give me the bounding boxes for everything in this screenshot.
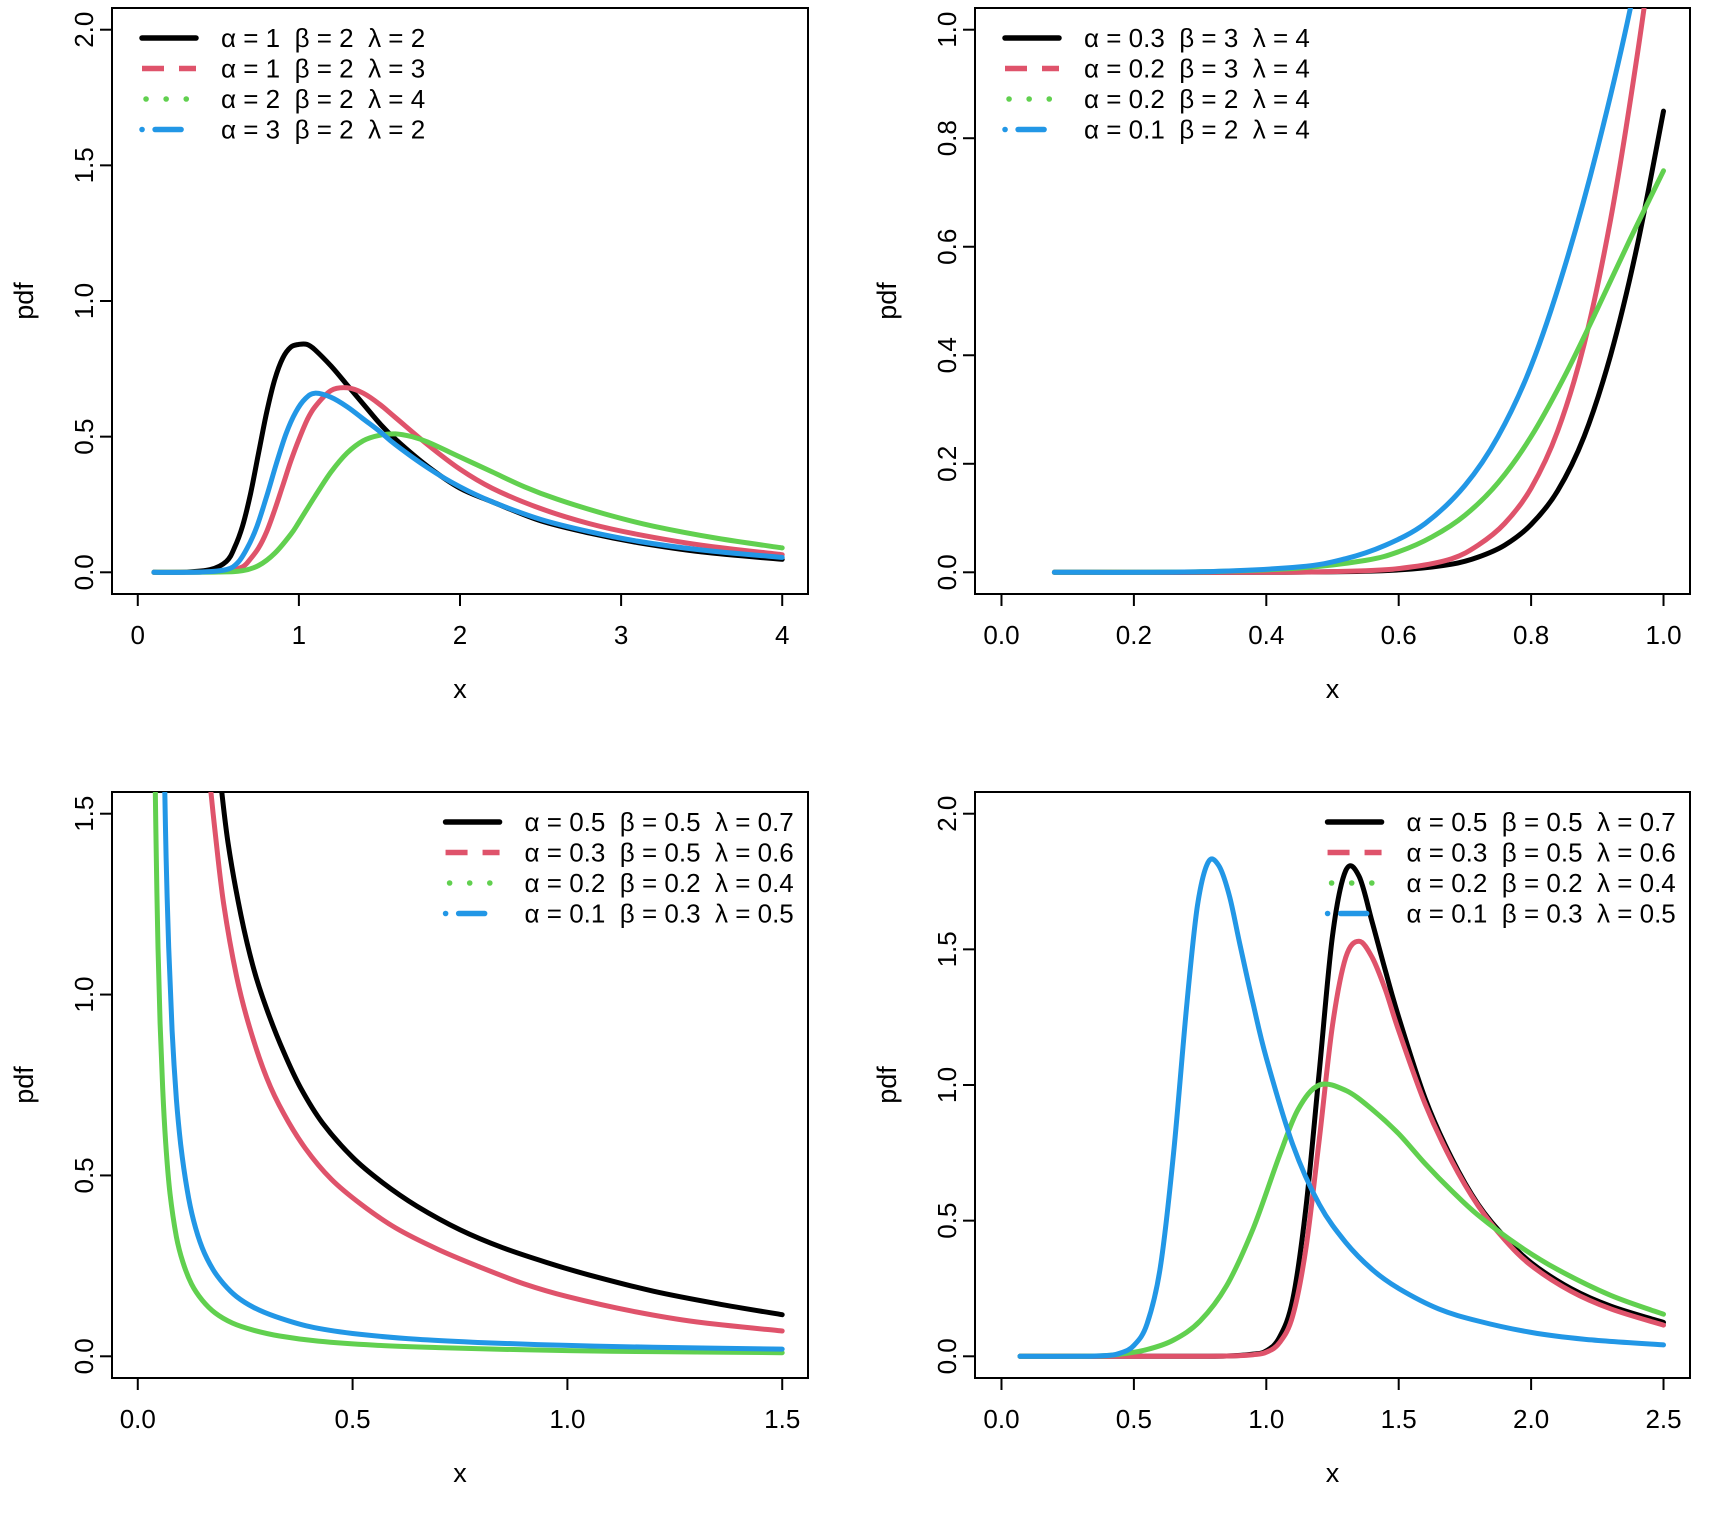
y-axis-tick-label: 1.0 <box>69 283 99 319</box>
y-axis-tick-label: 1.0 <box>932 12 962 48</box>
pdf-curve <box>1051 168 1666 575</box>
pdf-curve <box>152 792 785 1356</box>
x-axis-title: x <box>453 674 467 704</box>
x-axis-tick-label: 1.0 <box>549 1404 585 1434</box>
legend-item-label: α = 0.2 β = 3 λ = 4 <box>1084 54 1310 84</box>
x-axis-tick-label: 1.5 <box>1381 1404 1417 1434</box>
x-axis-tick-label: 2.5 <box>1645 1404 1681 1434</box>
plot-panel-top-right: 0.0 0.2 0.4 0.6 0.8 1.0 0.0 0.2 0.4 0.6 0.8 1.0 x pdf… <box>872 7 1691 704</box>
x-axis-tick-label: 2.0 <box>1513 1404 1549 1434</box>
x-axis-tick-label: 1.0 <box>1248 1404 1284 1434</box>
legend-item-label: α = 1 β = 2 λ = 2 <box>221 23 425 53</box>
pdf-curve <box>1017 863 1666 1359</box>
y-axis-tick-label: 0.4 <box>932 337 962 373</box>
legend-item-label: α = 0.1 β = 2 λ = 4 <box>1084 115 1310 145</box>
pdf-curve <box>151 431 785 575</box>
plot-panel-bottom-left: 0.0 0.5 1.0 1.5 0.0 0.5 1.0 1.5 x pdf α = 0.5 β = … <box>9 791 809 1488</box>
y-axis-title: pdf <box>9 1066 39 1104</box>
y-axis-title: pdf <box>872 282 902 320</box>
curves-group <box>1017 856 1666 1359</box>
y-axis-tick-label: 0.8 <box>932 120 962 156</box>
x-axis-tick-label: 0.0 <box>120 1404 156 1434</box>
x-axis-tick-label: 4 <box>775 620 789 650</box>
x-axis-tick-label: 2 <box>453 620 467 650</box>
legend-item-label: α = 2 β = 2 λ = 4 <box>221 84 425 114</box>
legend-item-label: α = 0.1 β = 0.3 λ = 0.5 <box>525 899 794 929</box>
x-axis-tick-label: 0.0 <box>983 1404 1019 1434</box>
legend-item-label: α = 0.3 β = 3 λ = 4 <box>1084 23 1310 53</box>
y-axis-tick-label: 0.0 <box>69 554 99 590</box>
y-axis-tick-label: 0.5 <box>69 419 99 455</box>
legend-item-label: α = 0.2 β = 0.2 λ = 0.4 <box>1407 868 1676 898</box>
y-axis-tick-label: 0.0 <box>932 1338 962 1374</box>
legend-item-label: α = 1 β = 2 λ = 3 <box>221 54 425 84</box>
pdf-curve <box>1051 8 1647 575</box>
pdf-curve <box>162 792 785 1352</box>
y-axis-tick-label: 1.5 <box>932 931 962 967</box>
legend: α = 0.5 β = 0.5 λ = 0.7α = 0.3 β = 0.5 λ… <box>442 807 794 929</box>
y-axis-tick-label: 1.5 <box>69 796 99 832</box>
x-axis-tick-label: 0.5 <box>1116 1404 1152 1434</box>
plot-panel-bottom-right: 0.0 0.5 1.0 1.5 2.0 2.5 0.0 0.5 1.0 1.5 2.0 x pdf α =… <box>872 791 1691 1488</box>
y-axis-tick-label: 0.5 <box>69 1157 99 1193</box>
y-axis-tick-label: 0.0 <box>69 1338 99 1374</box>
plot-frame <box>111 7 809 595</box>
plot-frame <box>111 791 809 1379</box>
x-axis-tick-label: 1.5 <box>764 1404 800 1434</box>
x-axis-tick-label: 0.6 <box>1381 620 1417 650</box>
y-axis-tick-label: 1.5 <box>69 147 99 183</box>
x-axis-tick-label: 0.2 <box>1116 620 1152 650</box>
pdf-curve <box>151 390 785 575</box>
pdf-curve <box>1051 108 1666 575</box>
y-axis-title: pdf <box>9 282 39 320</box>
legend: α = 0.3 β = 3 λ = 4α = 0.2 β = 3 λ = 4α … <box>1002 23 1310 145</box>
x-axis-tick-label: 0.5 <box>335 1404 371 1434</box>
x-axis-title: x <box>1326 674 1340 704</box>
legend: α = 1 β = 2 λ = 2α = 1 β = 2 λ = 3α = 2 … <box>139 23 425 145</box>
pdf-curve <box>1017 856 1666 1359</box>
x-axis-tick-label: 3 <box>614 620 628 650</box>
legend-item-label: α = 0.3 β = 0.5 λ = 0.6 <box>525 838 794 868</box>
y-axis-tick-label: 1.0 <box>69 976 99 1012</box>
y-axis-title: pdf <box>872 1066 902 1104</box>
y-axis-tick-label: 0.6 <box>932 229 962 265</box>
x-axis-title: x <box>453 1458 467 1488</box>
legend-item-label: α = 0.2 β = 0.2 λ = 0.4 <box>525 868 794 898</box>
y-axis-tick-label: 0.0 <box>932 554 962 590</box>
plot-frame <box>974 7 1691 595</box>
legend-item-label: α = 0.3 β = 0.5 λ = 0.6 <box>1407 838 1676 868</box>
x-axis-tick-label: 1 <box>292 620 306 650</box>
legend-item-label: α = 0.5 β = 0.5 λ = 0.7 <box>525 807 794 837</box>
y-axis-tick-label: 0.2 <box>932 446 962 482</box>
legend-item-label: α = 0.1 β = 0.3 λ = 0.5 <box>1407 899 1676 929</box>
legend-item-label: α = 0.5 β = 0.5 λ = 0.7 <box>1407 807 1676 837</box>
x-axis-title: x <box>1326 1458 1340 1488</box>
x-axis-tick-label: 0 <box>131 620 145 650</box>
legend-item-label: α = 0.2 β = 2 λ = 4 <box>1084 84 1310 114</box>
y-axis-tick-label: 1.0 <box>932 1067 962 1103</box>
pdf-curve <box>1017 938 1666 1359</box>
pdf-curve <box>1017 1081 1666 1359</box>
pdf-curve <box>1051 8 1633 575</box>
y-axis-tick-label: 2.0 <box>932 796 962 832</box>
curves-group <box>152 792 785 1356</box>
pdf-curve <box>208 792 785 1334</box>
curves-group <box>151 341 785 575</box>
x-axis-tick-label: 0.0 <box>983 620 1019 650</box>
legend: α = 0.5 β = 0.5 λ = 0.7α = 0.3 β = 0.5 λ… <box>1324 807 1676 929</box>
y-axis-tick-label: 2.0 <box>69 12 99 48</box>
legend-item-label: α = 3 β = 2 λ = 2 <box>221 115 425 145</box>
x-axis-tick-label: 0.4 <box>1248 620 1284 650</box>
curves-group <box>1051 8 1666 575</box>
x-axis-tick-label: 0.8 <box>1513 620 1549 650</box>
plot-panel-top-left: 0 1 2 3 4 0.0 0.5 1.0 1.5 2.0 x pdf α = 1 β = 2 λ = … <box>9 7 809 704</box>
pdf-curve <box>219 792 785 1318</box>
x-axis-tick-label: 1.0 <box>1645 620 1681 650</box>
y-axis-tick-label: 0.5 <box>932 1203 962 1239</box>
